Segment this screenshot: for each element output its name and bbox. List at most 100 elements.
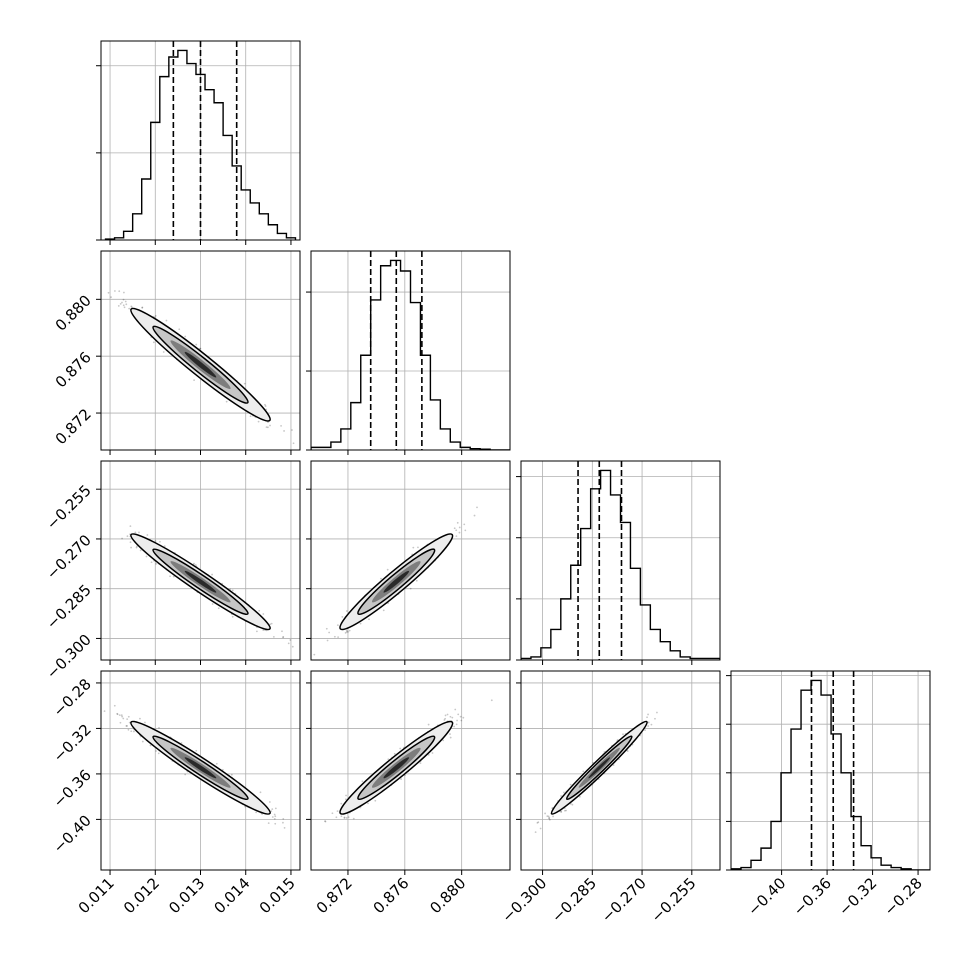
x-tick-label: −0.255: [648, 874, 700, 926]
sample-point: [565, 809, 568, 812]
sample-point: [273, 817, 276, 820]
sample-point: [337, 636, 340, 639]
sample-point: [456, 719, 458, 722]
sample-point: [141, 740, 144, 743]
sample-point: [622, 733, 624, 736]
sample-point: [544, 812, 546, 815]
sample-point: [382, 609, 385, 612]
sample-point: [130, 546, 132, 549]
sample-point: [146, 534, 149, 536]
sample-point: [136, 545, 138, 548]
sample-point: [442, 739, 445, 742]
sample-point: [255, 630, 258, 633]
sample-point: [464, 529, 467, 532]
sample-point: [646, 716, 648, 719]
panel-frame: [310, 670, 511, 871]
sample-point: [118, 714, 121, 717]
x-tick-label: −0.270: [598, 874, 650, 926]
sample-point: [612, 764, 615, 766]
sample-point: [340, 815, 343, 818]
sample-point: [270, 622, 273, 625]
sample-point: [341, 616, 344, 618]
sample-point: [431, 752, 434, 754]
sample-point: [116, 713, 119, 716]
panel-background: [521, 461, 720, 660]
sample-point: [325, 627, 328, 630]
sample-point: [344, 798, 347, 801]
sample-point: [195, 343, 198, 346]
sample-point: [336, 810, 339, 813]
sample-point: [328, 631, 331, 634]
sample-point: [647, 713, 649, 716]
sample-point: [178, 328, 181, 331]
sample-point: [180, 742, 183, 744]
sample-point: [132, 730, 135, 733]
sample-point: [415, 579, 418, 582]
sample-point: [95, 699, 97, 701]
sample-point: [352, 817, 355, 820]
sample-point: [283, 827, 286, 829]
sample-point: [548, 817, 550, 820]
sample-point: [193, 562, 195, 565]
x-tick-label: −0.300: [498, 874, 550, 926]
sample-point: [449, 733, 451, 735]
y-tick-label: −0.255: [43, 481, 95, 533]
sample-point: [195, 749, 198, 752]
sample-point: [144, 721, 146, 724]
sample-point: [119, 302, 122, 305]
x-tick-label: −0.285: [548, 874, 600, 926]
sample-point: [113, 704, 116, 707]
sample-point: [348, 629, 351, 632]
sample-point: [149, 744, 152, 747]
sample-point: [476, 506, 478, 509]
sample-point: [463, 523, 466, 526]
sample-point: [456, 521, 459, 524]
sample-point: [444, 714, 447, 717]
x-tick-label: −0.40: [744, 874, 789, 919]
y-tick-label: −0.32: [50, 721, 95, 766]
sample-point: [417, 546, 419, 549]
sample-point: [359, 622, 362, 625]
sample-point: [563, 791, 565, 794]
y-tick-label: −0.40: [50, 811, 95, 856]
x-tick-label: 0.015: [256, 874, 299, 917]
sample-point: [548, 818, 551, 821]
sample-point: [116, 712, 119, 715]
panel-frame: [310, 460, 511, 661]
panel-frame: [520, 670, 721, 871]
density-contour: [383, 570, 410, 593]
sample-point: [126, 725, 128, 727]
density-contour: [184, 757, 217, 779]
sample-point: [578, 795, 581, 798]
sample-point: [292, 442, 295, 445]
sample-point: [194, 564, 197, 566]
histogram-panel-0: [96, 40, 301, 245]
sample-point: [262, 613, 265, 615]
sample-point: [647, 721, 650, 724]
sample-point: [324, 820, 327, 823]
sample-point: [215, 762, 218, 765]
sample-point: [449, 736, 452, 739]
panel-frame: [730, 670, 931, 871]
histogram-panel-2: [516, 460, 721, 665]
sample-point: [280, 424, 282, 427]
x-tick-label: −0.28: [881, 874, 926, 919]
sample-point: [326, 639, 329, 642]
sample-point: [313, 653, 316, 656]
sample-point: [154, 314, 157, 317]
sample-point: [626, 750, 629, 752]
sample-point: [460, 719, 463, 722]
x-tick-label: 0.880: [426, 874, 469, 917]
scatter-panel-3-0: 0.011 0.012 0.013 0.014 0.015 −0.40−0.36−0.32…: [50, 670, 301, 917]
histogram-step: [521, 469, 720, 660]
sample-point: [124, 300, 127, 303]
sample-point: [361, 780, 364, 783]
sample-point: [582, 770, 585, 773]
sample-point: [127, 728, 130, 731]
y-tick-label: 0.872: [52, 405, 95, 448]
sample-point: [135, 546, 138, 549]
sample-point: [269, 623, 272, 626]
sample-point: [264, 405, 267, 407]
sample-point: [345, 610, 348, 612]
